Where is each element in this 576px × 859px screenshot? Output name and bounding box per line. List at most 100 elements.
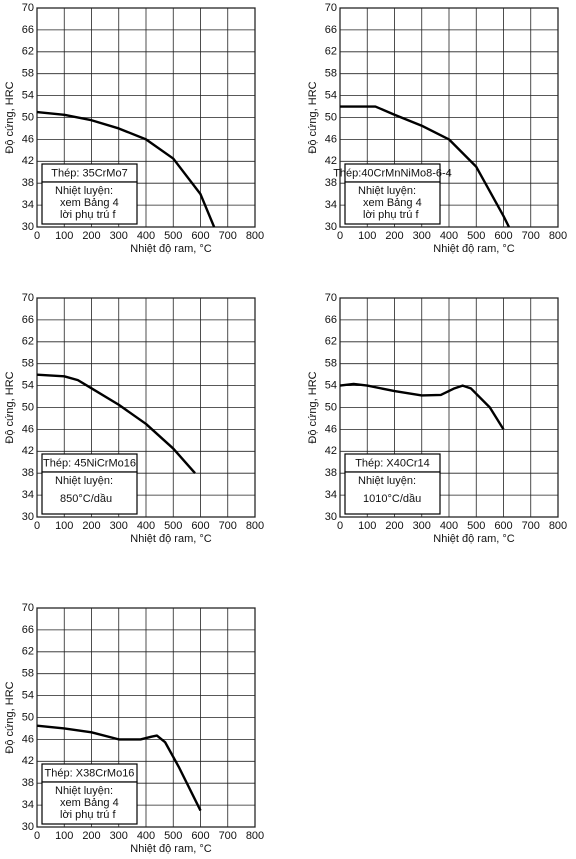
- x-tick-label: 700: [219, 520, 237, 532]
- y-tick-label: 54: [22, 380, 34, 392]
- treatment-box: [41, 181, 138, 225]
- y-tick-label: 42: [22, 755, 34, 767]
- x-tick-label: 200: [82, 830, 100, 842]
- x-tick-label: 200: [82, 230, 100, 242]
- x-tick-label: 300: [110, 520, 128, 532]
- steel-label: Thép: X40Cr14: [355, 457, 430, 469]
- y-tick-label: 42: [325, 445, 337, 457]
- chart-panel: 0 100 200 300 400 500 600 700 800 30 34 38 42 46 50 54 5…: [4, 292, 264, 545]
- y-tick-label: 34: [22, 799, 34, 811]
- treatment-text: Nhiệt luyện:: [55, 475, 113, 487]
- x-axis-label: Nhiệt độ ram, °C: [433, 243, 514, 255]
- x-tick-label: 500: [164, 830, 182, 842]
- y-axis-label: Độ cứng, HRC: [307, 371, 319, 443]
- chart-panel: 0 100 200 300 400 500 600 700 800 30 34 38 42 46 50 54 5…: [4, 602, 264, 855]
- treatment-text: 850°C/dầu: [60, 493, 112, 505]
- y-tick-label: 70: [22, 602, 34, 614]
- treatment-text: Nhiệt luyện:: [55, 785, 113, 797]
- y-tick-label: 30: [22, 511, 34, 523]
- y-tick-label: 66: [22, 24, 34, 36]
- y-tick-label: 42: [22, 445, 34, 457]
- x-axis-label: Nhiệt độ ram, °C: [130, 843, 211, 855]
- y-tick-label: 62: [22, 46, 34, 58]
- y-tick-label: 54: [22, 690, 34, 702]
- hardness-curve: [36, 110, 216, 228]
- y-tick-label: 54: [325, 90, 337, 102]
- treatment-box: [41, 471, 138, 515]
- y-tick-label: 62: [325, 336, 337, 348]
- y-tick-label: 30: [325, 511, 337, 523]
- x-tick-label: 800: [246, 520, 264, 532]
- y-tick-label: 38: [22, 777, 34, 789]
- x-tick-label: 600: [191, 230, 209, 242]
- x-tick-label: 600: [191, 830, 209, 842]
- x-tick-label: 800: [246, 230, 264, 242]
- y-tick-label: 46: [22, 423, 34, 435]
- x-tick-label: 0: [34, 520, 40, 532]
- y-tick-label: 70: [325, 292, 337, 304]
- y-tick-label: 70: [22, 2, 34, 14]
- x-tick-label: 400: [440, 520, 458, 532]
- y-tick-label: 46: [325, 423, 337, 435]
- x-tick-label: 400: [440, 230, 458, 242]
- x-tick-label: 100: [55, 520, 73, 532]
- treatment-text: lời phụ trú f: [60, 809, 116, 821]
- treatment-text: xem Bảng 4: [60, 197, 119, 209]
- y-tick-label: 46: [325, 133, 337, 145]
- y-tick-label: 58: [22, 668, 34, 680]
- y-tick-label: 30: [325, 221, 337, 233]
- y-tick-label: 34: [22, 489, 34, 501]
- chart-panel: 0 100 200 300 400 500 600 700 800 30 34 38 42 46 50 54 5…: [4, 2, 264, 255]
- treatment-box: [344, 181, 441, 225]
- x-tick-label: 100: [358, 230, 376, 242]
- x-tick-label: 200: [82, 520, 100, 532]
- x-tick-label: 700: [219, 230, 237, 242]
- y-axis-label: Độ cứng, HRC: [307, 81, 319, 153]
- treatment-text: xem Bảng 4: [60, 797, 119, 809]
- x-tick-label: 500: [467, 520, 485, 532]
- x-tick-label: 700: [219, 830, 237, 842]
- x-tick-label: 100: [55, 830, 73, 842]
- steel-label: Thép: X38CrMo16: [45, 767, 135, 779]
- y-tick-label: 38: [325, 467, 337, 479]
- x-axis-label: Nhiệt độ ram, °C: [130, 243, 211, 255]
- treatment-box: [344, 471, 441, 515]
- y-tick-label: 42: [325, 155, 337, 167]
- y-tick-label: 50: [325, 111, 337, 123]
- steel-label: Thép: 45NiCrMo16: [43, 457, 136, 469]
- x-tick-label: 800: [549, 230, 567, 242]
- hardness-curve: [36, 373, 196, 474]
- x-tick-label: 100: [55, 230, 73, 242]
- x-tick-label: 0: [337, 520, 343, 532]
- chart-panel: 0 100 200 300 400 500 600 700 800 30 34 38 42 46 50 54 5…: [307, 292, 567, 545]
- hardness-curve: [339, 382, 505, 431]
- x-tick-label: 0: [34, 230, 40, 242]
- x-tick-label: 700: [522, 520, 540, 532]
- y-tick-label: 38: [22, 177, 34, 189]
- y-tick-label: 66: [325, 24, 337, 36]
- y-tick-label: 58: [325, 68, 337, 80]
- x-tick-label: 500: [164, 230, 182, 242]
- x-tick-label: 500: [164, 520, 182, 532]
- y-tick-label: 58: [22, 358, 34, 370]
- y-tick-label: 46: [22, 133, 34, 145]
- y-tick-label: 38: [22, 467, 34, 479]
- treatment-text: xem Bảng 4: [363, 197, 422, 209]
- x-tick-label: 0: [34, 830, 40, 842]
- y-tick-label: 34: [325, 199, 337, 211]
- x-tick-label: 400: [137, 230, 155, 242]
- x-tick-label: 200: [385, 520, 403, 532]
- y-tick-label: 46: [22, 733, 34, 745]
- y-tick-label: 70: [325, 2, 337, 14]
- y-tick-label: 30: [22, 821, 34, 833]
- y-tick-label: 62: [22, 646, 34, 658]
- y-tick-label: 66: [22, 624, 34, 636]
- x-tick-label: 600: [494, 230, 512, 242]
- hardness-curve: [36, 724, 202, 812]
- y-tick-label: 62: [325, 46, 337, 58]
- x-tick-label: 400: [137, 830, 155, 842]
- x-tick-label: 300: [413, 230, 431, 242]
- x-tick-label: 300: [413, 520, 431, 532]
- x-axis-label: Nhiệt độ ram, °C: [130, 533, 211, 545]
- x-axis-label: Nhiệt độ ram, °C: [433, 533, 514, 545]
